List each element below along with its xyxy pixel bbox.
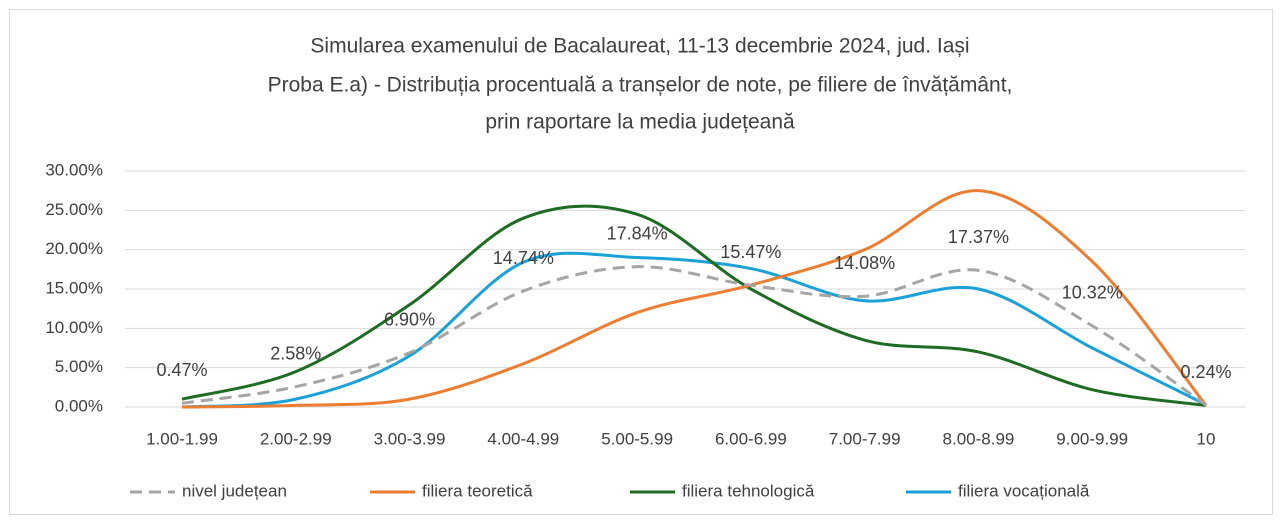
chart-title: prin raportare la media județeană: [485, 111, 795, 134]
data-label: 14.74%: [493, 248, 554, 268]
data-label: 15.47%: [720, 242, 781, 262]
series-line: [181, 189, 1208, 409]
legend-label: filiera tehnologică: [682, 481, 815, 500]
x-tick-label: 1.00-1.99: [146, 429, 218, 448]
y-tick-label: 5.00%: [55, 357, 103, 376]
legend-label: nivel județean: [182, 481, 287, 500]
x-tick-label: 4.00-4.99: [487, 429, 559, 448]
chart-frame: [9, 9, 1273, 515]
x-tick-label: 2.00-2.99: [260, 429, 332, 448]
data-label: 0.24%: [1180, 362, 1231, 382]
series-line: [181, 265, 1207, 407]
data-label: 2.58%: [270, 343, 321, 363]
legend-label: filiera vocațională: [958, 481, 1090, 500]
y-tick-label: 10.00%: [45, 318, 103, 337]
x-tick-label: 6.00-6.99: [715, 429, 787, 448]
data-label: 6.90%: [384, 309, 435, 329]
y-tick-label: 20.00%: [45, 239, 103, 258]
x-tick-label: 7.00-7.99: [829, 429, 901, 448]
legend-label: filiera teoretică: [422, 481, 533, 500]
series-line: [181, 251, 1207, 409]
chart-title: Simularea examenului de Bacalaureat, 11-…: [310, 35, 969, 58]
data-label: 17.84%: [607, 223, 668, 243]
data-label: 14.08%: [834, 253, 895, 273]
x-tick-label: 3.00-3.99: [374, 429, 446, 448]
y-tick-label: 30.00%: [45, 160, 103, 179]
data-label: 10.32%: [1062, 283, 1123, 303]
y-tick-label: 0.00%: [55, 396, 103, 415]
x-tick-label: 9.00-9.99: [1056, 429, 1128, 448]
y-tick-label: 25.00%: [45, 200, 103, 219]
x-tick-label: 5.00-5.99: [601, 429, 673, 448]
chart-title: Proba E.a) - Distribuția procentuală a t…: [268, 74, 1013, 97]
x-tick-label: 8.00-8.99: [943, 429, 1015, 448]
data-label: 0.47%: [156, 360, 207, 380]
y-tick-label: 15.00%: [45, 278, 103, 297]
series-line: [181, 204, 1207, 407]
data-label: 17.37%: [948, 227, 1009, 247]
x-tick-label: 10: [1197, 429, 1216, 448]
